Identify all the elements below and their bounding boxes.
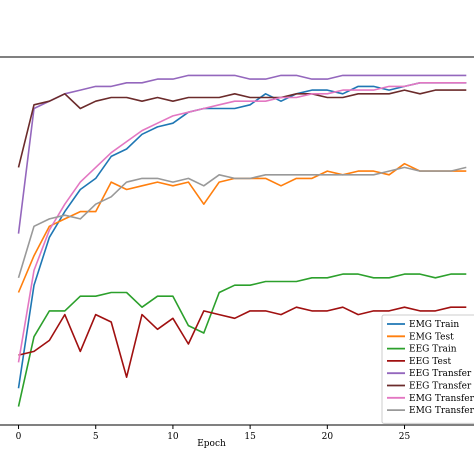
legend-label-1: EMG Train [409,320,459,330]
x-tick-label: 5 [93,432,99,442]
series-layer [17,74,467,407]
legend-label-2: EMG Test [409,332,454,342]
x-axis-label: Epoch [197,439,226,449]
x-tick-label: 25 [399,432,411,442]
series-line-8 [17,166,467,279]
legend-label-3: EEG Train [409,345,457,355]
legend-label-8: EMG Transfer Test [409,406,474,416]
x-tick-label: 15 [244,432,256,442]
series-line-3 [17,273,467,407]
x-axis-ticks: 0 5 10 15 20 25 [16,425,411,442]
series-line-1 [17,82,467,389]
series-line-2 [17,162,467,293]
series-line-5 [17,74,467,234]
legend: EMG Train EMG Test EEG Train EEG Test EEG Tr… [381,314,474,424]
series-line-7 [17,82,467,363]
legend-label-4: EEG Test [409,357,451,367]
legend-label-6: EEG Transfer Test [409,382,474,392]
legend-box [381,314,474,424]
plot-frame [0,56,474,426]
series-line-6 [17,89,467,168]
legend-label-7: EMG Transfer Train [409,394,474,404]
x-tick-label: 10 [167,432,179,442]
x-tick-label: 0 [16,432,22,442]
series-line-4 [18,306,467,379]
x-tick-label: 20 [322,432,334,442]
legend-label-5: EEG Transfer Train [409,369,474,379]
